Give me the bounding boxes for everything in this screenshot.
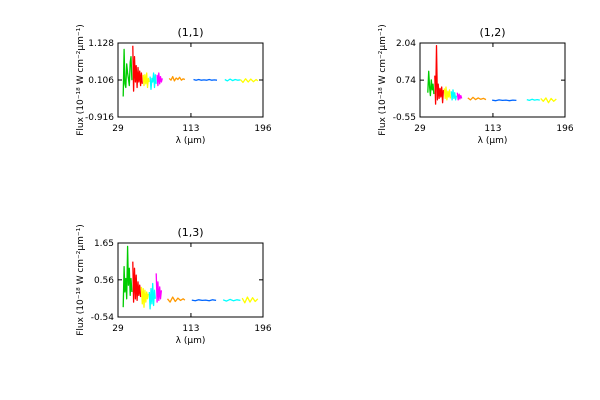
series-line-4 [148,282,156,310]
x-tick-label: 113 [182,124,199,134]
series-line-4 [149,72,157,90]
series-line-7 [491,99,517,102]
y-axis-label: Flux (10⁻¹⁸ W cm⁻²μm⁻¹) [378,24,388,136]
series-line-1 [122,48,133,97]
series-line-8 [526,98,540,102]
series-line-1 [122,245,133,308]
y-tick-label: 0.74 [396,76,416,86]
plot-frame [419,42,566,118]
y-tick-label: 1.128 [88,39,114,49]
y-axis-label: Flux (10⁻¹⁸ W cm⁻²μm⁻¹) [76,224,86,336]
series-line-6 [166,296,186,303]
x-axis-label: λ (μm) [176,136,206,146]
series-line-9 [241,296,259,304]
series-line-4 [450,89,458,101]
chart-panel-3: 29 113 196 -0.54 0.56 1.65 (1,3) λ (μm) Flux (10… [76,224,272,346]
series-line-9 [540,97,557,104]
x-tick-label: 29 [112,324,124,334]
series-line-9 [239,78,259,84]
panel-title: (1,2) [479,26,505,39]
series-line-2 [434,44,445,105]
panel-title: (1,3) [177,226,203,239]
series-line-6 [168,75,186,82]
series-group [122,245,259,310]
series-line-6 [467,96,487,101]
series-line-3 [142,72,150,89]
series-line-5 [155,273,163,303]
y-tick-label: -0.916 [85,113,114,123]
series-line-3 [443,86,452,101]
series-group [427,44,557,105]
x-tick-label: 196 [556,124,573,134]
x-tick-label: 196 [254,124,271,134]
y-tick-label: 0.106 [88,76,114,86]
series-line-2 [132,45,143,92]
series-group [122,45,259,97]
y-tick-label: 2.04 [396,39,416,49]
series-line-5 [156,72,163,87]
x-axis-label: λ (μm) [478,136,508,146]
series-line-8 [222,298,241,302]
series-line-2 [132,261,142,303]
series-line-7 [193,78,218,81]
x-axis-label: λ (μm) [176,336,206,346]
series-line-3 [140,286,150,308]
y-axis-label: Flux (10⁻¹⁸ W cm⁻²μm⁻¹) [76,24,86,136]
series-line-5 [456,92,463,101]
x-tick-label: 113 [182,324,199,334]
series-line-7 [191,299,217,302]
y-tick-label: 0.56 [94,276,114,286]
x-tick-label: 29 [414,124,426,134]
y-tick-label: -0.54 [91,313,115,323]
x-tick-label: 113 [484,124,501,134]
x-tick-label: 196 [254,324,271,334]
chart-panel-2: 29 113 196 -0.55 0.74 2.04 (1,2) λ (μm) Flux (10… [378,24,574,146]
plot-frame [117,242,264,318]
series-line-8 [224,78,241,82]
y-tick-label: -0.55 [393,113,416,123]
x-tick-label: 29 [112,124,124,134]
y-tick-label: 1.65 [94,239,114,249]
panel-title: (1,1) [177,26,203,39]
series-line-1 [427,70,435,97]
chart-panel-1: 29 113 196 -0.916 0.106 1.128 (1,1) λ (μm) Flux … [76,24,272,146]
